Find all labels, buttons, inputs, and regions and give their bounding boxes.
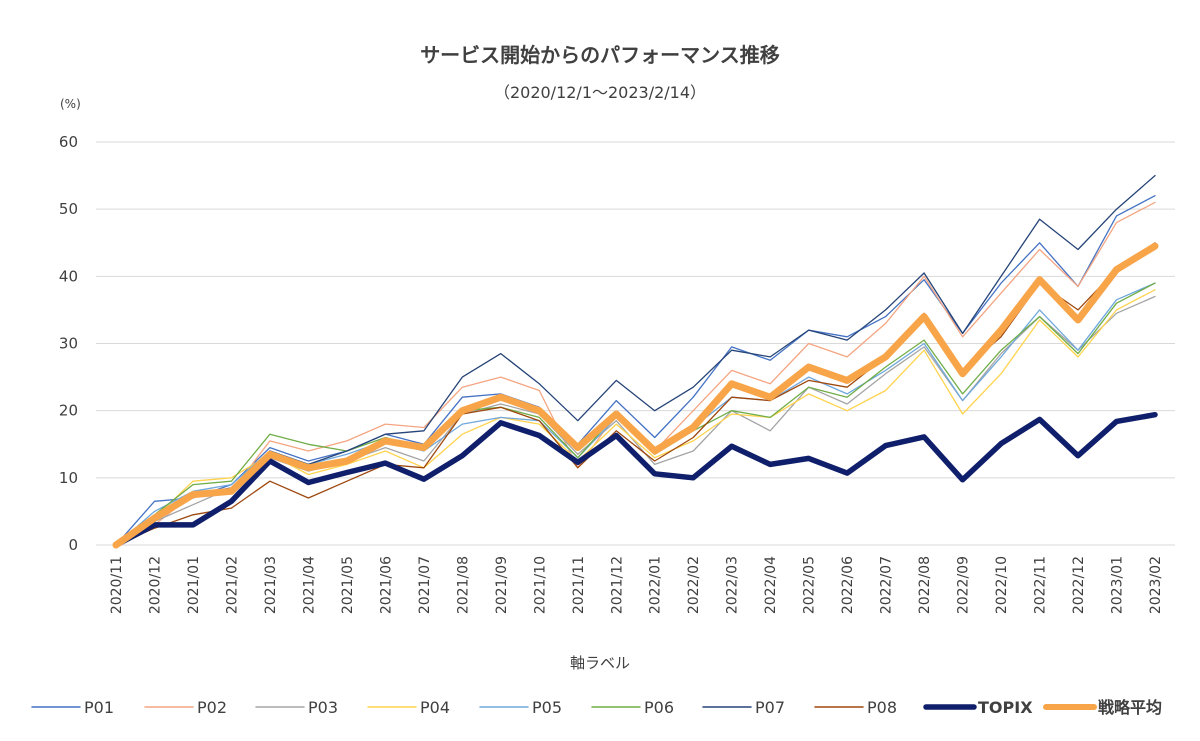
- x-tick-label: 2022/03: [725, 556, 741, 614]
- x-tick-label: 2020/11: [109, 556, 125, 614]
- legend-label: P03: [308, 698, 338, 717]
- series-line-TOPIX: [113, 411, 1158, 548]
- x-tick-label: 2021/09: [494, 556, 510, 614]
- series-lines: [112, 174, 1159, 549]
- x-tick-label: 2022/02: [686, 556, 702, 614]
- series-line-P02: [115, 201, 1156, 546]
- series-line-戦略平均: [112, 242, 1159, 549]
- x-tick-label: 2022/07: [879, 556, 895, 614]
- legend-label: P06: [644, 698, 674, 717]
- y-tick-label: 50: [59, 200, 78, 218]
- x-tick-label: 2021/01: [186, 556, 202, 614]
- y-tick-label: 0: [68, 536, 78, 554]
- legend: P01 P02 P03 P04 P05 P06 P07 P08 TOPIX 戦略平均: [31, 698, 1162, 717]
- x-tick-label: 2021/11: [571, 556, 587, 614]
- y-tick-label: 30: [59, 335, 78, 353]
- y-tick-label: 60: [59, 133, 78, 151]
- x-tick-label: 2021/06: [378, 556, 394, 614]
- x-tick-label: 2022/04: [763, 556, 779, 614]
- legend-label: P04: [420, 698, 450, 717]
- x-tick-label: 2022/11: [1033, 556, 1049, 614]
- series-line-P06: [115, 282, 1156, 546]
- legend-label: TOPIX: [978, 698, 1033, 717]
- x-tick-label: 2022/10: [994, 556, 1010, 614]
- chart-subtitle: （2020/12/1〜2023/2/14）: [494, 83, 706, 102]
- series-line-P01: [115, 195, 1156, 546]
- x-tick-label: 2021/10: [532, 556, 548, 614]
- y-tick-label: 40: [59, 267, 78, 285]
- x-tick-label: 2022/08: [917, 556, 933, 614]
- y-tick-label: 10: [59, 469, 78, 487]
- x-tick-label: 2022/05: [802, 556, 818, 614]
- x-tick-label: 2021/02: [224, 556, 240, 614]
- x-axis-ticks: 2020/11 2020/12 2021/01 2021/02 2021/03 2021/…: [109, 556, 1164, 614]
- x-tick-label: 2021/04: [301, 556, 317, 614]
- y-axis-ticks: 0 10 20 30 40 50 60: [59, 133, 78, 554]
- x-tick-label: 2021/12: [609, 556, 625, 614]
- x-tick-label: 2022/01: [648, 556, 664, 614]
- x-tick-label: 2021/03: [263, 556, 279, 614]
- x-tick-label: 2023/02: [1148, 556, 1164, 614]
- series-line-P08: [115, 242, 1156, 546]
- legend-label: P01: [84, 698, 114, 717]
- x-tick-label: 2021/05: [340, 556, 356, 614]
- chart-title: サービス開始からのパフォーマンス推移: [420, 43, 780, 67]
- gridlines: [96, 141, 1175, 546]
- x-tick-label: 2021/08: [455, 556, 471, 614]
- y-unit-label: (%): [60, 97, 81, 111]
- series-line-P05: [115, 282, 1156, 546]
- x-tick-label: 2023/01: [1110, 556, 1126, 614]
- series-line-P07: [115, 174, 1156, 546]
- x-axis-title: 軸ラベル: [570, 654, 630, 672]
- x-tick-label: 2020/12: [147, 556, 163, 614]
- y-tick-label: 20: [59, 402, 78, 420]
- x-tick-label: 2022/06: [840, 556, 856, 614]
- legend-label: P08: [867, 698, 897, 717]
- legend-label: P07: [755, 698, 785, 717]
- x-tick-label: 2022/12: [1071, 556, 1087, 614]
- x-tick-label: 2022/09: [956, 556, 972, 614]
- legend-label: P05: [532, 698, 562, 717]
- x-tick-label: 2021/07: [417, 556, 433, 614]
- legend-label: 戦略平均: [1098, 698, 1162, 717]
- legend-label: P02: [197, 698, 227, 717]
